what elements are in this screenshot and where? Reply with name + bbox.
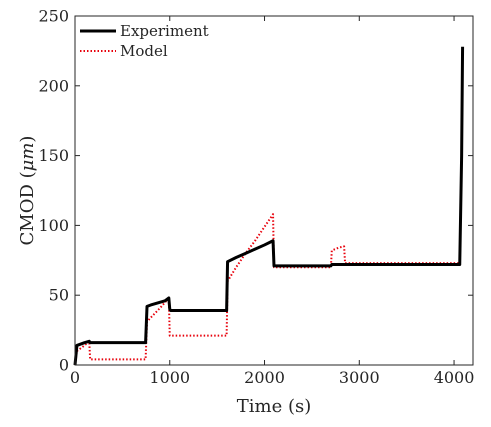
y-tick-label: 50 — [49, 286, 69, 305]
x-axis-title: Time (s) — [237, 396, 312, 417]
y-tick-label: 250 — [38, 7, 69, 26]
y-tick-label: 150 — [38, 146, 69, 165]
y-axis-title-unit: μm — [17, 143, 38, 172]
x-tick-label: 2000 — [244, 368, 285, 387]
x-tick-label: 3000 — [339, 368, 380, 387]
series-line-experiment — [73, 46, 465, 366]
legend-label-model: Model — [120, 42, 168, 60]
y-axis-title-prefix: CMOD ( — [17, 171, 38, 245]
y-tick-label: 0 — [59, 356, 69, 375]
plot-frame — [74, 15, 474, 366]
x-tick-label: 4000 — [434, 368, 475, 387]
legend: Experiment Model — [80, 22, 209, 60]
series-line-model — [74, 46, 464, 366]
y-tick-label: 200 — [38, 76, 69, 95]
series-layer — [73, 46, 465, 366]
y-axis-title-suffix: ) — [17, 136, 38, 143]
y-tick-label: 100 — [38, 216, 69, 235]
legend-label-experiment: Experiment — [120, 22, 209, 40]
x-tick-label: 0 — [70, 368, 80, 387]
y-axis-title: CMOD (μm) — [17, 136, 38, 246]
x-tick-label: 1000 — [149, 368, 190, 387]
ticks-layer: 0 1000 2000 3000 4000 0 50 100 150 200 250 — [38, 7, 474, 388]
